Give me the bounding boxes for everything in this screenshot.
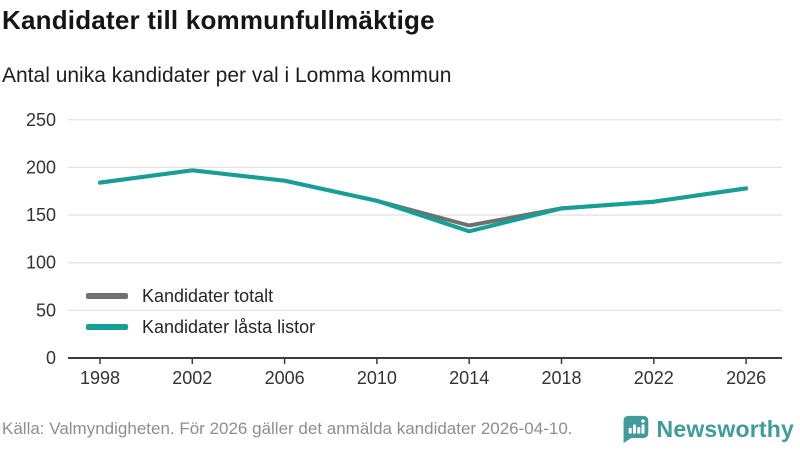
chart-title: Kandidater till kommunfullmäktige: [2, 5, 435, 35]
x-tick-label: 1998: [80, 368, 120, 388]
chart-legend: Kandidater totalt Kandidater låsta listo…: [86, 284, 315, 339]
chart-footer: Källa: Valmyndigheten. För 2026 gäller d…: [0, 412, 800, 450]
y-tick-label: 0: [46, 348, 56, 368]
x-tick-label: 2026: [726, 368, 766, 388]
x-tick-label: 2022: [634, 368, 674, 388]
newsworthy-logo: Newsworthy: [621, 414, 794, 445]
y-tick-label: 250: [26, 110, 56, 130]
brand-name: Newsworthy: [656, 415, 794, 442]
y-tick-label: 150: [26, 205, 56, 225]
y-tick-label: 50: [36, 300, 56, 320]
x-tick-label: 2006: [265, 368, 305, 388]
line-chart: 0 50 100 150 200 250 1998 2002 2006 2010 2014 2018 2…: [26, 110, 782, 388]
y-tick-label: 100: [26, 253, 56, 273]
source-note: Källa: Valmyndigheten. För 2026 gäller d…: [2, 419, 573, 438]
legend-item-totalt: Kandidater totalt: [86, 284, 315, 308]
legend-label: Kandidater låsta listor: [142, 316, 316, 337]
legend-item-lasta-listor: Kandidater låsta listor: [86, 315, 315, 339]
x-tick-label: 2010: [357, 368, 397, 388]
legend-label: Kandidater totalt: [142, 285, 274, 306]
bar-chart-speech-bubble-icon: [623, 415, 648, 443]
x-tick-label: 2002: [172, 368, 212, 388]
legend-swatch-teal: [86, 324, 128, 330]
x-tick-label: 2018: [541, 368, 581, 388]
x-tick-label: 2014: [449, 368, 489, 388]
legend-swatch-gray: [86, 293, 128, 299]
y-tick-label: 200: [26, 157, 56, 177]
series-line-1: [98, 168, 749, 234]
chart-subtitle: Antal unika kandidater per val i Lomma k…: [2, 64, 452, 87]
